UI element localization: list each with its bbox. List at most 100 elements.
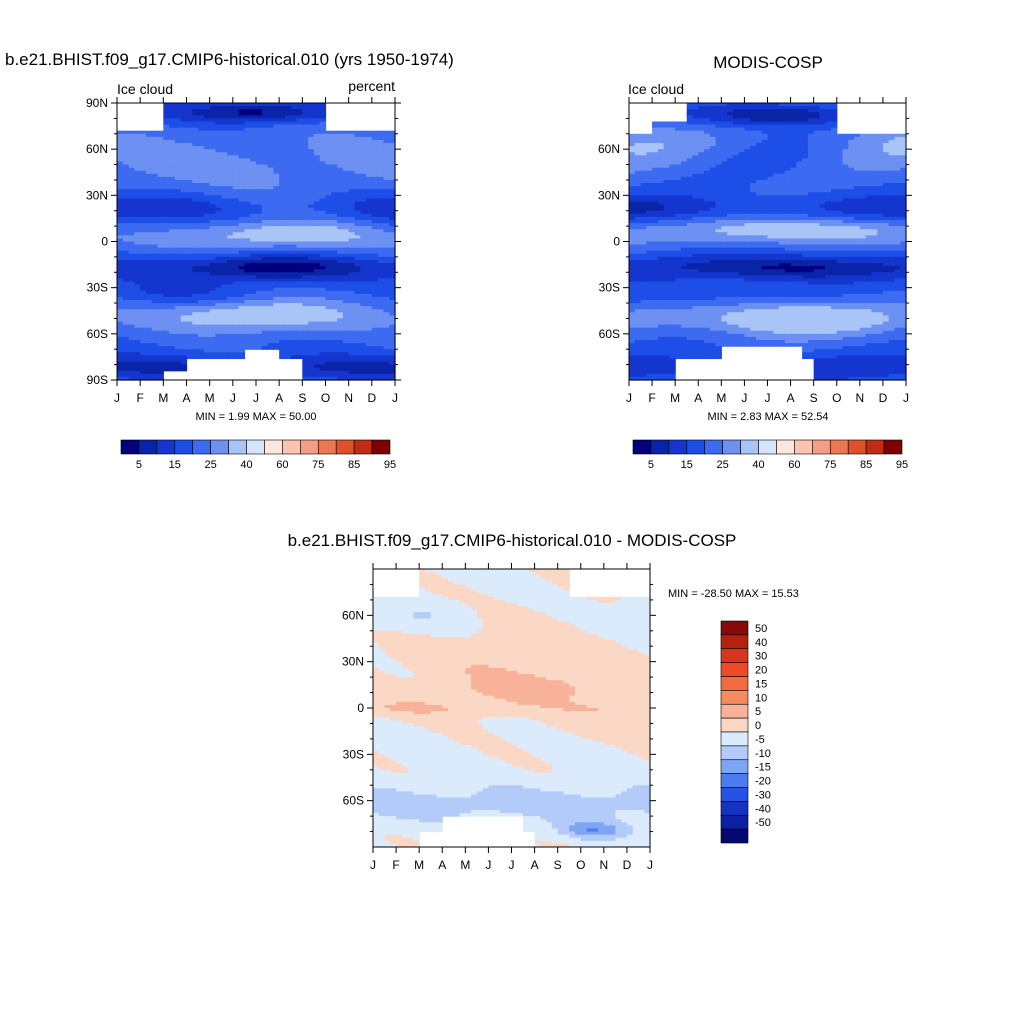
heatmap-cell	[215, 109, 222, 113]
heatmap-cell	[366, 213, 373, 218]
heatmap-cell	[174, 238, 182, 243]
heatmap-cell	[140, 269, 147, 273]
heatmap-cell	[348, 173, 356, 178]
heatmap-cell	[157, 195, 164, 200]
heatmap-cell	[319, 204, 327, 209]
heatmap-cell	[244, 303, 251, 307]
heatmap-cell	[232, 167, 240, 172]
heatmap-cell	[157, 213, 164, 218]
heatmap-cell	[348, 133, 356, 138]
heatmap-cell	[128, 358, 135, 363]
heatmap-cell	[215, 155, 222, 159]
heatmap-cell	[261, 253, 269, 258]
heatmap-cell	[140, 290, 147, 295]
heatmap-cell	[279, 213, 286, 218]
heatmap-cell	[250, 250, 257, 255]
heatmap-cell	[261, 115, 269, 119]
heatmap-cell	[319, 121, 327, 126]
heatmap-cell	[342, 164, 350, 169]
heatmap-cell	[232, 299, 240, 304]
heatmap-cell	[244, 296, 251, 301]
heatmap-cell	[284, 318, 292, 323]
heatmap-cell	[192, 133, 199, 138]
heatmap-cell	[209, 106, 217, 110]
heatmap-cell	[331, 170, 338, 175]
heatmap-cell	[371, 333, 379, 338]
heatmap-cell	[203, 118, 211, 123]
heatmap-cell	[279, 130, 286, 135]
heatmap-cell	[331, 195, 338, 200]
heatmap-cell	[134, 266, 141, 270]
heatmap-cell	[296, 106, 303, 110]
heatmap-cell	[371, 358, 379, 363]
heatmap-cell	[389, 164, 396, 169]
heatmap-cell	[256, 210, 263, 215]
heatmap-cell	[348, 201, 356, 206]
heatmap-cell	[732, 115, 740, 119]
heatmap-cell	[302, 173, 309, 178]
heatmap-cell	[273, 204, 280, 209]
heatmap-cell	[279, 250, 286, 255]
heatmap-cell	[117, 315, 124, 320]
heatmap-cell	[209, 269, 217, 273]
heatmap-cell	[302, 130, 309, 135]
heatmap-cell	[203, 266, 211, 270]
heatmap-cell	[203, 186, 211, 190]
heatmap-cell	[342, 312, 350, 316]
heatmap-cell	[192, 136, 199, 141]
heatmap-cell	[279, 112, 286, 116]
heatmap-cell	[180, 284, 188, 289]
heatmap-cell	[383, 299, 390, 304]
heatmap-cell	[145, 315, 153, 320]
heatmap-cell	[227, 229, 234, 233]
heatmap-cell	[134, 296, 141, 301]
heatmap-cell	[244, 170, 251, 175]
heatmap-cell	[389, 266, 396, 270]
heatmap-cell	[366, 290, 373, 295]
heatmap-cell	[192, 327, 199, 332]
heatmap-cell	[877, 133, 884, 138]
heatmap-cell	[203, 284, 211, 289]
heatmap-cell	[163, 367, 170, 372]
heatmap-cell	[256, 315, 263, 320]
heatmap-cell	[342, 238, 350, 243]
heatmap-cell	[174, 315, 182, 320]
heatmap-cell	[227, 324, 234, 329]
heatmap-cell	[209, 272, 217, 276]
heatmap-cell	[744, 118, 751, 123]
heatmap-cell	[128, 256, 135, 261]
heatmap-cell	[203, 287, 211, 292]
heatmap-cell	[203, 115, 211, 119]
heatmap-cell	[279, 336, 286, 341]
heatmap-cell	[151, 296, 159, 301]
heatmap-cell	[715, 112, 722, 116]
heatmap-cell	[238, 235, 246, 240]
heatmap-cell	[117, 219, 124, 224]
heatmap-cell	[180, 355, 188, 360]
heatmap-cell	[331, 339, 338, 344]
heatmap-cell	[163, 130, 170, 135]
heatmap-cell	[261, 235, 269, 240]
heatmap-cell	[256, 293, 263, 298]
heatmap-cell	[134, 376, 141, 381]
heatmap-cell	[215, 146, 222, 150]
heatmap-cell	[232, 164, 240, 169]
heatmap-cell	[360, 361, 367, 366]
heatmap-cell	[313, 139, 321, 144]
heatmap-cell	[296, 103, 303, 107]
heatmap-cell	[290, 339, 298, 344]
heatmap-cell	[192, 210, 199, 215]
heatmap-cell	[319, 284, 327, 289]
heatmap-cell	[221, 161, 228, 166]
heatmap-cell	[371, 284, 379, 289]
heatmap-cell	[302, 155, 309, 159]
heatmap-cell	[128, 139, 135, 144]
heatmap-cell	[267, 186, 274, 190]
heatmap-cell	[715, 115, 722, 119]
heatmap-cell	[215, 207, 222, 212]
heatmap-cell	[319, 358, 327, 363]
heatmap-cell	[319, 155, 327, 159]
heatmap-cell	[215, 275, 222, 280]
heatmap-cell	[134, 170, 141, 175]
heatmap-cell	[319, 364, 327, 369]
